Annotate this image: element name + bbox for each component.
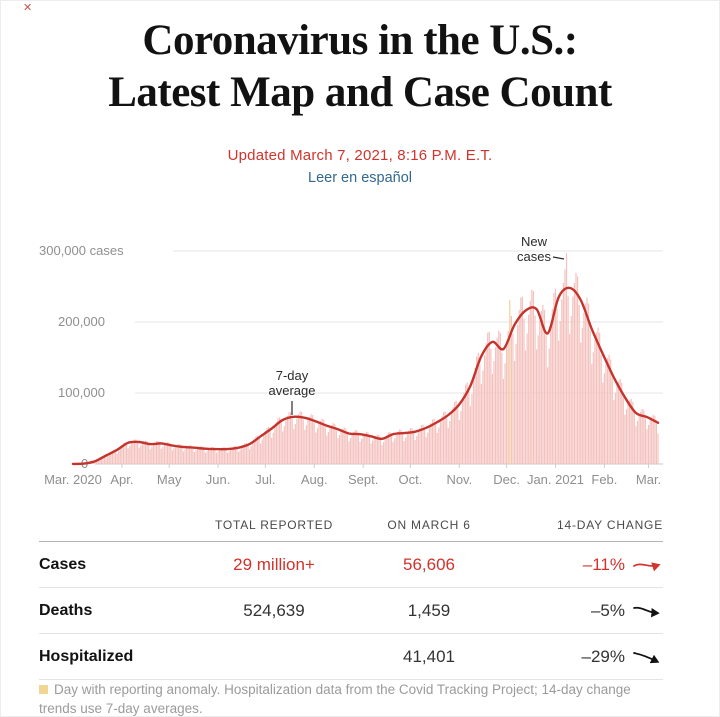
on-march-6-value: 56,606: [403, 554, 455, 574]
y-tick-label: 100,000: [58, 385, 105, 400]
page-title-line2: Latest Map and Case Count: [108, 69, 612, 117]
x-tick-label: Dec.: [493, 472, 520, 487]
on-march-6-value: 1,459: [407, 600, 451, 620]
daily-bars: [75, 253, 659, 464]
x-tick-label: Sept.: [348, 472, 378, 487]
y-tick-label: 300,000 cases: [39, 243, 124, 258]
trend-arrow-icon: [633, 651, 660, 663]
x-tick-label: Feb.: [591, 472, 617, 487]
stats-table: TOTAL REPORTED ON MARCH 6 14-DAY CHANGE …: [39, 509, 663, 680]
on-march-6-value: 41,401: [403, 646, 455, 666]
page-title-line1: Coronavirus in the U.S.:: [142, 17, 578, 64]
trend-arrow-icon: [633, 606, 660, 617]
total-reported-value: 524,639: [243, 600, 305, 620]
x-tick-label: Jan. 2021: [527, 472, 584, 487]
language-link[interactable]: Leer en español: [308, 170, 412, 186]
x-tick-label: Oct.: [399, 472, 423, 487]
x-tick-label: Jul.: [255, 472, 275, 487]
trend-arrow-icon: [633, 561, 661, 571]
x-tick-label: Nov.: [446, 472, 472, 487]
table-row: Hospitalized 41,401 –29%: [39, 634, 663, 680]
row-label: Cases: [39, 555, 87, 573]
change-value: –11%: [582, 554, 625, 574]
x-tick-label: Mar.: [636, 472, 661, 487]
x-tick-label: May: [157, 472, 182, 487]
header-total-reported: TOTAL REPORTED: [214, 518, 334, 532]
row-label: Deaths: [39, 601, 93, 619]
change-cell: –11%: [499, 555, 663, 575]
close-icon[interactable]: ✕: [23, 2, 33, 14]
y-tick-label: 200,000: [58, 314, 105, 329]
chart-footnote: Day with reporting anomaly. Hospitalizat…: [39, 680, 663, 717]
footnote-text: Day with reporting anomaly. Hospitalizat…: [39, 682, 631, 717]
header-14-day-change: 14-DAY CHANGE: [557, 518, 663, 532]
change-value: –5%: [590, 600, 625, 620]
chart-annotation: New cases: [517, 234, 551, 264]
change-cell: –5%: [499, 601, 663, 621]
table-row: Cases 29 million+ 56,606 –11%: [39, 542, 663, 588]
x-tick-label: Jun.: [206, 472, 231, 487]
header-on-march-6: ON MARCH 6: [387, 518, 471, 532]
x-axis: Mar. 2020 Apr. May Jun. Jul. Aug. Sept. Oct. Nov…: [44, 464, 661, 487]
page-title: Coronavirus in the U.S.: Latest Map and …: [1, 15, 719, 119]
chart-annotation: 7-day average: [269, 368, 316, 398]
x-tick-label: Mar. 2020: [44, 472, 102, 487]
updated-timestamp: Updated March 7, 2021, 8:16 P.M. E.T.: [227, 147, 493, 164]
total-reported-value: 29 million+: [233, 554, 315, 574]
table-row: Deaths 524,639 1,459 –5%: [39, 588, 663, 634]
seven-day-average-line: [71, 286, 660, 466]
stats-table-header: TOTAL REPORTED ON MARCH 6 14-DAY CHANGE: [39, 509, 663, 542]
stats-table-body: Cases 29 million+ 56,606 –11% Deaths 524,639 1…: [39, 542, 663, 680]
row-label: Hospitalized: [39, 647, 134, 665]
x-tick-label: Apr.: [110, 472, 133, 487]
annotation-pointer: [552, 256, 565, 260]
x-tick-label: Aug.: [301, 472, 328, 487]
change-cell: –29%: [499, 647, 663, 667]
change-value: –29%: [581, 646, 625, 666]
anomaly-legend-swatch: [39, 685, 48, 694]
